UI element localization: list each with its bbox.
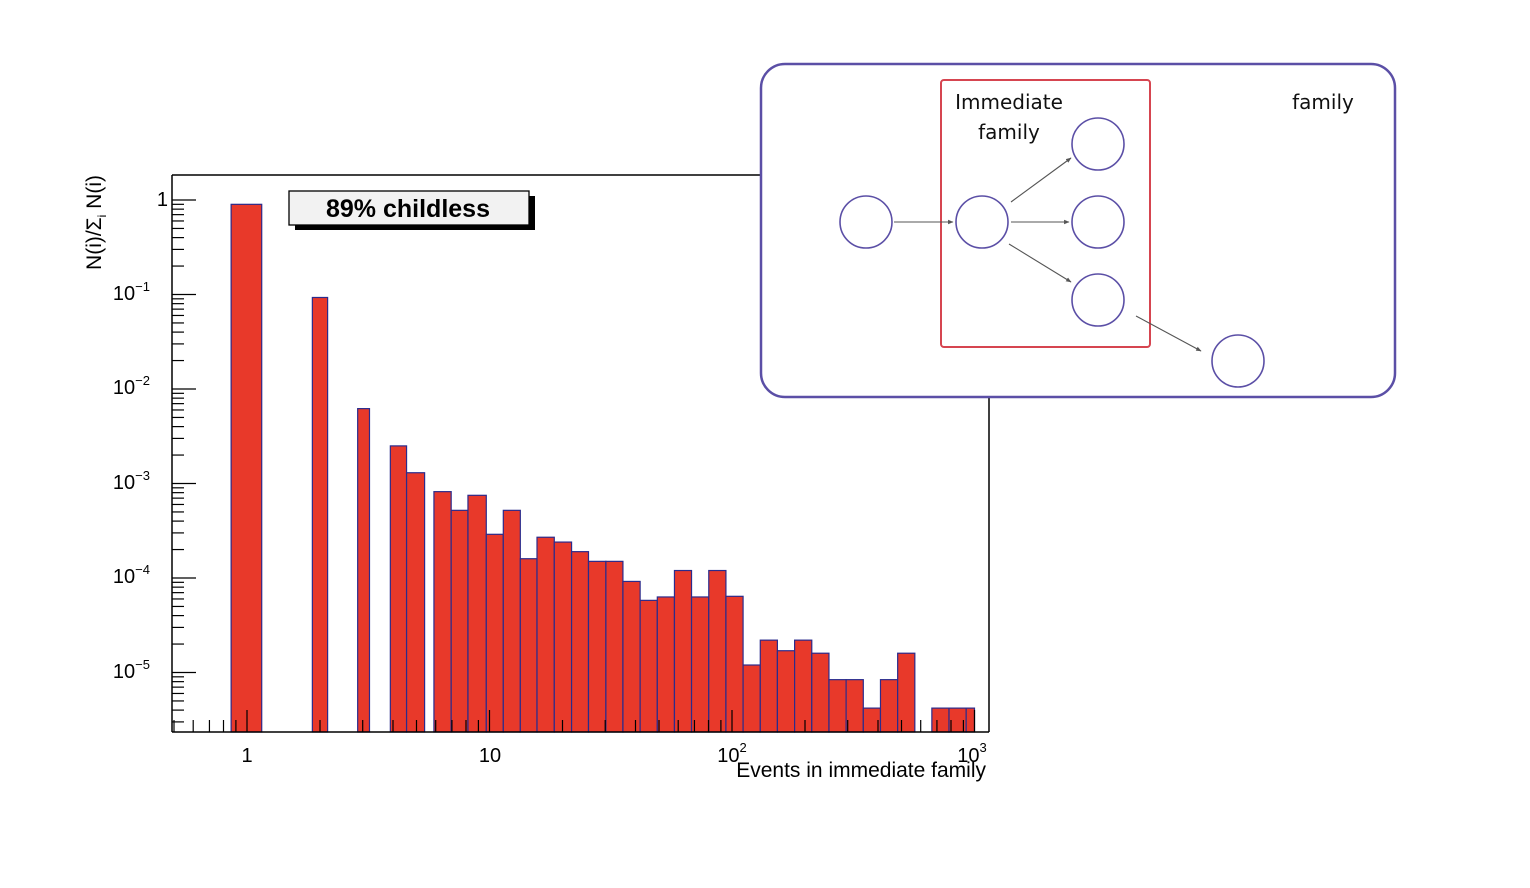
- x-tick-label: 1: [241, 745, 252, 767]
- x-tick-labels: 1 10 102 103: [241, 740, 986, 767]
- histogram-bar: [690, 596, 710, 733]
- x-axis-title: Events in immediate family: [736, 759, 986, 782]
- immediate-family-box: [940, 79, 1151, 348]
- ancestor-node: [839, 195, 893, 249]
- child-node: [1071, 117, 1125, 171]
- histogram-bar: [931, 707, 950, 733]
- x-tick-label: 103: [957, 740, 986, 767]
- edge-arrow: [1135, 315, 1202, 352]
- immediate-label: Immediate: [955, 90, 1063, 114]
- x-tick-label: 10: [479, 745, 501, 767]
- family-label-outer: family: [1292, 90, 1354, 114]
- histogram-bar: [673, 569, 693, 733]
- histogram-bars: [230, 203, 976, 733]
- histogram-bar: [776, 650, 796, 733]
- parent-node: [955, 195, 1009, 249]
- histogram-bar: [656, 596, 676, 733]
- childless-annotation: 89% childless: [288, 190, 535, 230]
- histogram-bar: [230, 203, 263, 733]
- y-tick-labels: 1 10−1 10−2 10−3 10−4 10−5: [113, 189, 168, 683]
- family-label-inner: family: [978, 120, 1040, 144]
- child-node: [1071, 195, 1125, 249]
- histogram-bar: [450, 509, 469, 733]
- histogram-bar: [794, 639, 813, 733]
- histogram-bar: [622, 580, 641, 733]
- histogram-bar: [553, 541, 573, 733]
- histogram-bar: [519, 558, 538, 733]
- histogram-bar: [467, 494, 487, 733]
- y-tick-label: 1: [157, 189, 168, 211]
- y-tick-label: 10−1: [113, 279, 150, 305]
- histogram-bar: [311, 296, 329, 733]
- y-tick-label: 10−5: [113, 657, 150, 683]
- histogram-bar: [811, 652, 830, 733]
- histogram-bar: [536, 536, 555, 733]
- y-axis-ticks: [172, 199, 196, 723]
- y-tick-label: 10−2: [113, 373, 150, 399]
- y-tick-label: 10−4: [113, 562, 150, 588]
- histogram-bar: [639, 599, 658, 733]
- histogram-bar: [742, 664, 761, 733]
- edge-arrow: [1010, 157, 1072, 203]
- child-node: [1071, 273, 1125, 327]
- annotation-box: [288, 190, 530, 226]
- histogram-bar: [587, 560, 607, 733]
- histogram-bar: [725, 595, 744, 733]
- y-tick-label: 10−3: [113, 468, 150, 494]
- histogram-bar: [502, 509, 521, 733]
- family-inset-diagram: Immediate family family: [759, 62, 1397, 399]
- histogram-bar: [845, 679, 864, 733]
- histogram-bar: [485, 533, 504, 733]
- histogram-bar: [389, 445, 408, 733]
- y-axis-title: N(i)/Σi N(i): [83, 175, 109, 270]
- histogram-bar: [897, 652, 916, 733]
- histogram-bar: [708, 569, 727, 733]
- edge-arrow: [1008, 243, 1072, 283]
- histogram-bar: [828, 679, 847, 733]
- annotation-text: 89% childless: [326, 195, 490, 223]
- histogram-bar: [405, 472, 426, 733]
- x-tick-label: 102: [717, 740, 746, 767]
- grandchild-node: [1211, 334, 1265, 388]
- histogram-bar: [433, 491, 452, 733]
- x-axis-ticks: [173, 710, 976, 732]
- histogram-bar: [879, 679, 899, 733]
- histogram-bar: [570, 551, 590, 733]
- histogram-bar: [759, 639, 779, 733]
- histogram-bar: [357, 408, 371, 733]
- histogram-bar: [605, 560, 624, 733]
- histogram-bar: [965, 707, 976, 733]
